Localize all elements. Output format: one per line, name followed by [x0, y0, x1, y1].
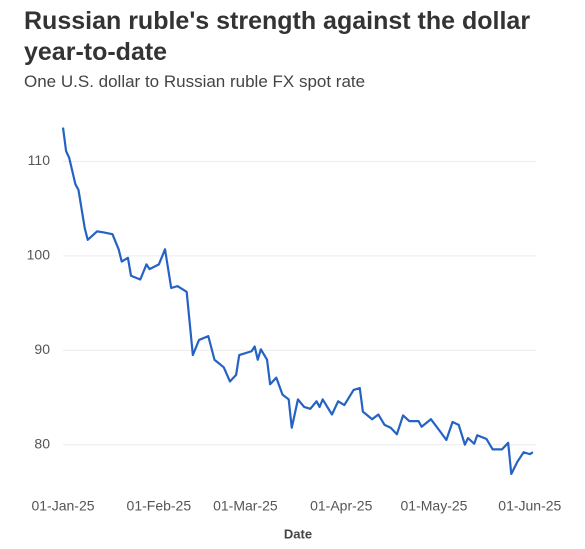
chart-title: Russian ruble's strength against the dol…: [24, 7, 531, 66]
chart-subtitle: One U.S. dollar to Russian ruble FX spot…: [24, 72, 366, 91]
x-tick-label: 01-May-25: [401, 498, 468, 514]
x-tick-label: 01-Apr-25: [310, 498, 372, 514]
y-tick-label: 100: [27, 247, 51, 263]
x-tick-label: 01-Jan-25: [31, 498, 94, 514]
y-tick-label: 110: [28, 152, 51, 168]
x-tick-label: 01-Jun-25: [498, 498, 561, 514]
y-tick-label: 90: [34, 341, 50, 357]
line-series: [61, 127, 534, 476]
x-tick-label: 01-Feb-25: [127, 498, 192, 514]
x-axis-label: Date: [284, 526, 312, 541]
x-tick-label: 01-Mar-25: [213, 498, 278, 514]
y-tick-label: 80: [34, 435, 50, 451]
